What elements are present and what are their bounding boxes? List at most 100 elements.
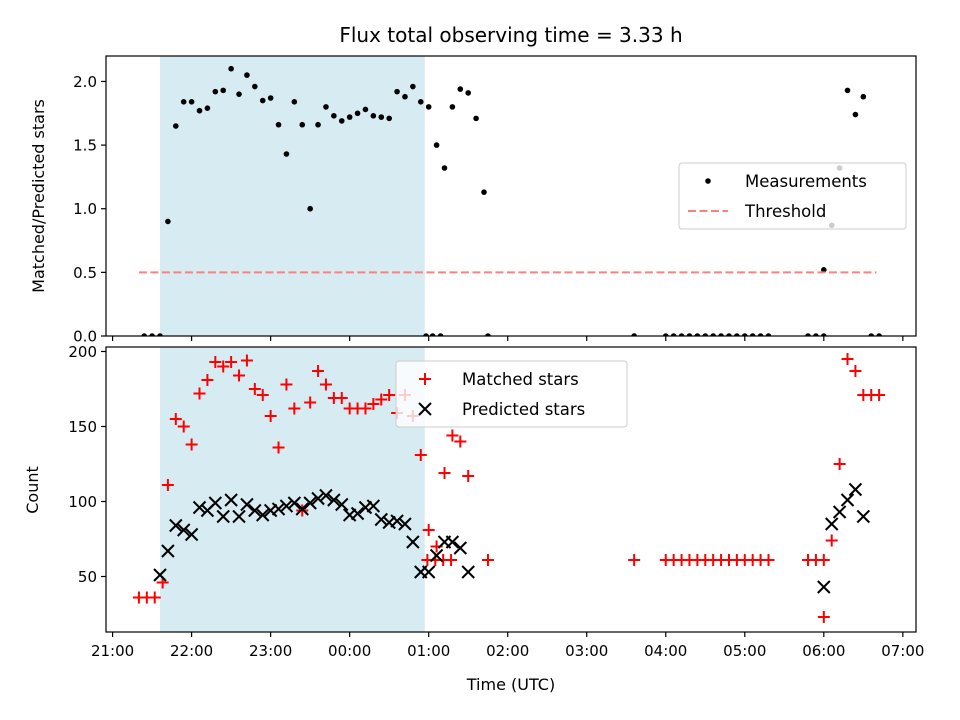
data-point [295, 502, 309, 516]
data-point [275, 121, 282, 128]
data-point [233, 369, 246, 382]
data-point [390, 514, 404, 528]
data-point [844, 87, 851, 94]
data-point [383, 389, 396, 401]
x-tick-label: 05:00 [723, 642, 766, 660]
data-point [319, 488, 333, 503]
data-point [327, 493, 341, 507]
bottom-legend-box [395, 360, 628, 428]
bottom-axes-frame [105, 346, 917, 633]
data-point [256, 389, 269, 401]
data-point [311, 491, 325, 506]
bottom-legend: Matched stars Predicted stars [395, 360, 628, 428]
data-point [821, 267, 827, 273]
data-point [805, 333, 811, 336]
chart-title: Flux total observing time = 3.33 h [339, 23, 682, 47]
bottom-y-axis-label: Count [23, 466, 42, 514]
data-point [726, 333, 732, 336]
data-point [441, 165, 448, 171]
data-point [180, 99, 187, 105]
data-point [169, 413, 182, 425]
data-point [425, 104, 432, 110]
data-point [217, 360, 230, 373]
data-point [465, 90, 471, 96]
data-point [370, 113, 377, 119]
data-point [157, 333, 163, 336]
top-legend-box [678, 162, 907, 230]
data-point [860, 93, 867, 100]
data-point [161, 544, 175, 558]
data-point [445, 535, 460, 549]
data-point [335, 497, 349, 512]
data-point [421, 565, 436, 579]
x-tick-label: 23:00 [249, 642, 292, 660]
data-point [240, 497, 254, 512]
y-tick-label: 2.0 [73, 73, 97, 91]
data-point [224, 493, 238, 507]
data-point [319, 378, 332, 391]
data-point [240, 354, 253, 367]
data-point [331, 113, 337, 119]
data-point [169, 518, 183, 533]
y-tick-label: 200 [68, 343, 97, 361]
x-axis-label: Time (UTC) [466, 675, 555, 694]
data-point [141, 333, 147, 336]
data-point [315, 121, 321, 128]
data-point [453, 541, 467, 555]
data-point [259, 97, 266, 104]
top-series-0 [141, 65, 882, 336]
data-point [670, 333, 677, 336]
data-point [686, 333, 693, 336]
top-plot-area [138, 56, 882, 336]
data-point [220, 87, 227, 94]
data-point [338, 118, 345, 124]
data-point [481, 189, 487, 195]
data-point [410, 83, 416, 90]
data-point [248, 383, 261, 395]
y-tick-label: 0.5 [73, 264, 97, 282]
data-point [256, 508, 270, 522]
x-tick-label: 03:00 [565, 642, 608, 660]
x-tick-label: 22:00 [170, 642, 213, 660]
data-point [177, 523, 191, 537]
data-point [817, 554, 830, 566]
x-tick-label: 07:00 [881, 642, 924, 660]
data-point [303, 496, 317, 510]
data-point [161, 479, 174, 491]
data-point [346, 114, 353, 120]
data-point [840, 493, 855, 507]
top-observing-window [160, 56, 425, 336]
data-point [825, 534, 838, 547]
legend-label-measurements: Measurements [745, 172, 867, 191]
data-point [734, 333, 740, 336]
data-point [473, 115, 479, 122]
data-point [749, 333, 756, 336]
data-point [485, 333, 491, 336]
x-tick-label: 02:00 [486, 642, 529, 660]
x-tick-label: 04:00 [644, 642, 687, 660]
data-point [148, 591, 161, 604]
data-point [825, 517, 839, 531]
data-point [457, 86, 464, 92]
x-tick-label: 06:00 [802, 642, 845, 660]
data-point [394, 88, 400, 95]
data-point [378, 114, 385, 120]
data-point [628, 554, 641, 566]
data-point [423, 333, 429, 336]
data-point [208, 496, 223, 510]
legend-label-threshold: Threshold [744, 202, 826, 221]
data-point [307, 205, 313, 212]
data-point [184, 527, 199, 542]
data-point [350, 506, 365, 521]
data-point [402, 93, 408, 100]
bottom-panel: 50 100 150 200 21:00 22:00 23:00 00:00 01:00 02:0… [68, 343, 924, 660]
data-point [323, 104, 329, 110]
data-point [710, 333, 716, 336]
legend-marker-predicted-stars [418, 402, 432, 416]
data-point [173, 123, 179, 129]
data-point [366, 499, 381, 513]
y-tick-label: 100 [68, 493, 97, 511]
data-point [849, 365, 862, 377]
data-point [481, 554, 494, 566]
